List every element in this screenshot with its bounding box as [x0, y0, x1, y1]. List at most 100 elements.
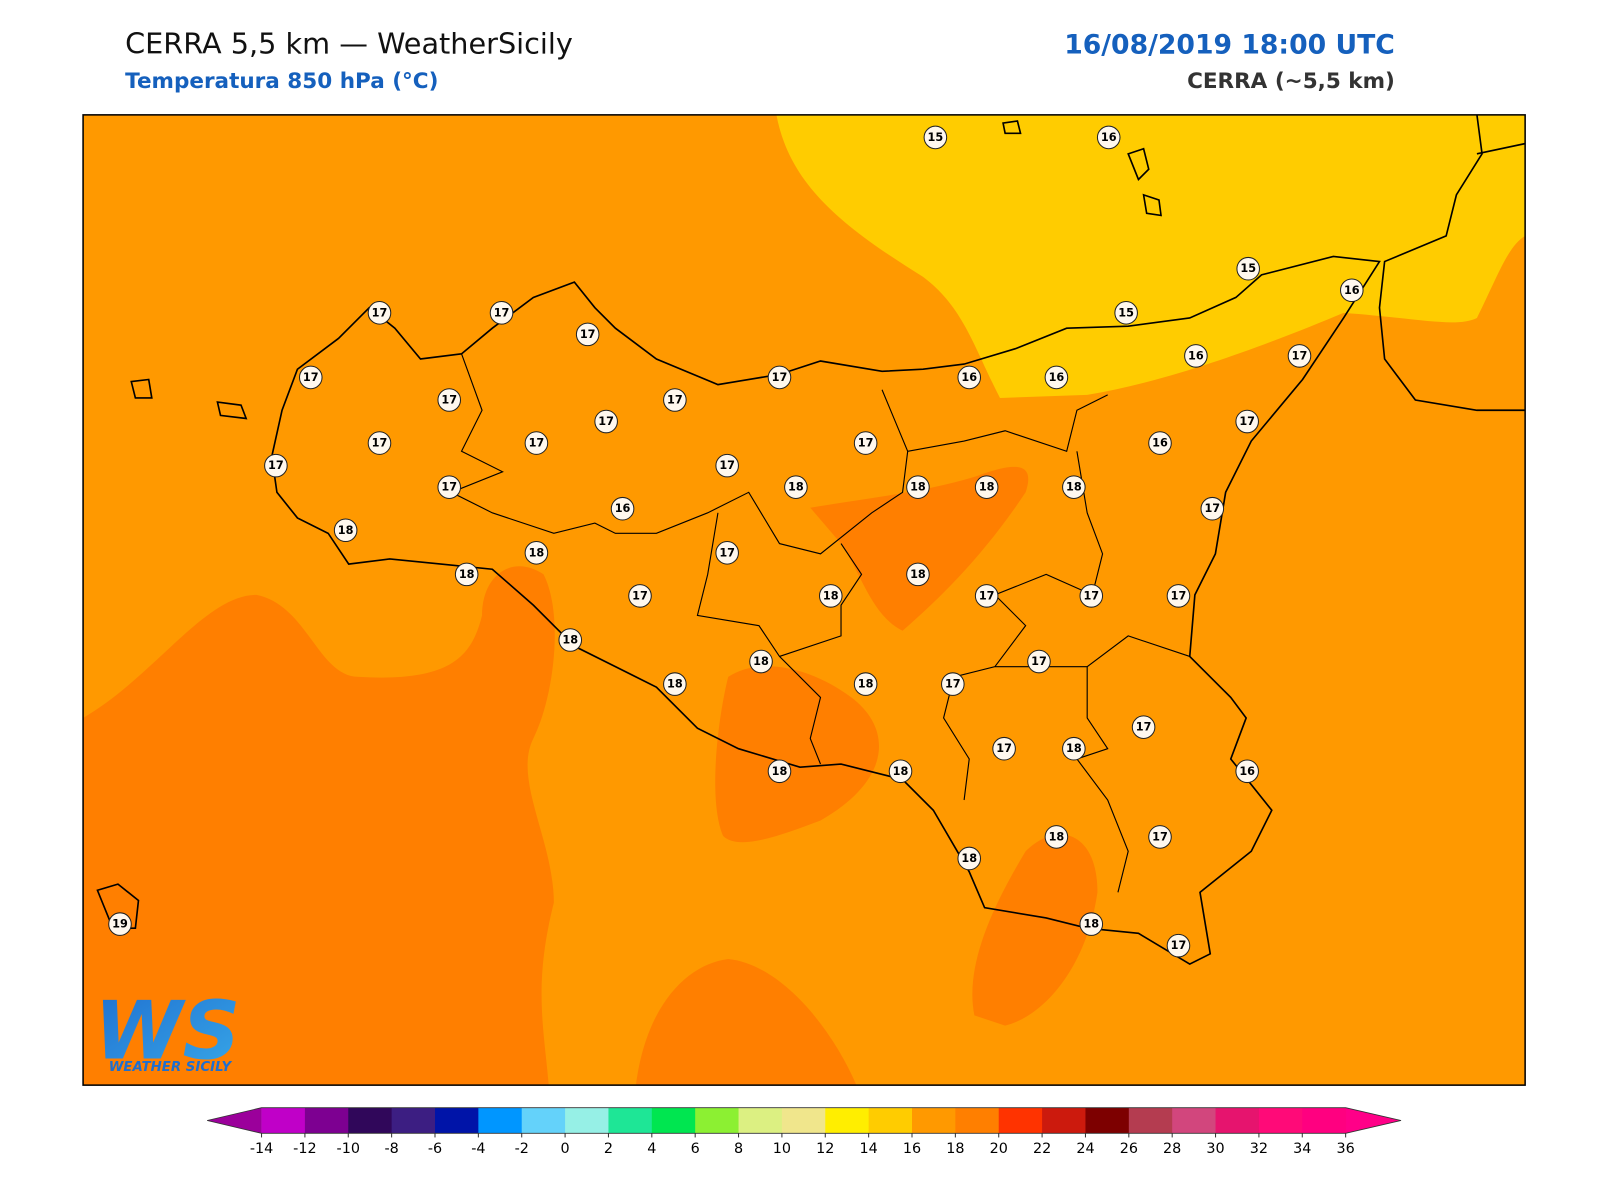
station-marker [715, 453, 739, 478]
station-value: 15 [1240, 262, 1256, 275]
colorbar-tick-label: 12 [816, 1141, 834, 1157]
colorbar-swatch [608, 1107, 653, 1134]
station-marker [367, 431, 392, 455]
station-value: 17 [1083, 589, 1099, 602]
station-value: 17 [719, 546, 735, 559]
field-dark [83, 566, 555, 1086]
model: CERRA (~5,5 km) [1187, 69, 1395, 94]
station-marker [1235, 759, 1259, 784]
station-marker [853, 672, 878, 696]
station-value: 18 [979, 481, 995, 494]
station-value: 16 [1239, 765, 1255, 778]
station-value: 18 [1066, 742, 1082, 755]
field-yellow [776, 114, 1526, 398]
station-marker [454, 562, 479, 587]
colorbar-tick-label: 0 [561, 1141, 570, 1157]
station-value: 18 [529, 546, 545, 559]
colorbar-swatch [391, 1107, 436, 1134]
field-dark [810, 466, 1029, 631]
station-marker [749, 649, 773, 674]
map: 15 16 15 16 15 17 17 17 17 17 16 16 16 17 17 17 17 17 17 17… [83, 114, 1526, 1086]
colorbar-tick-label: 8 [734, 1141, 743, 1157]
station-value: 17 [1171, 589, 1187, 602]
station-value: 17 [303, 371, 319, 384]
station-value: 18 [1049, 830, 1065, 843]
station-marker [298, 365, 323, 390]
station-marker [906, 475, 930, 499]
colorbar-swatch [868, 1107, 913, 1134]
colorbar-over [1345, 1107, 1402, 1134]
station-marker [957, 846, 982, 871]
station-marker [1027, 649, 1051, 674]
colorbar-swatch [781, 1107, 826, 1134]
station-value: 17 [979, 589, 995, 602]
station-value: 17 [632, 589, 648, 602]
islands [96, 120, 1162, 930]
station-marker [575, 322, 600, 347]
colorbar-swatch [1128, 1107, 1173, 1134]
colorbar-tick-label: 36 [1337, 1141, 1355, 1157]
station-marker [524, 431, 549, 455]
station-marker [923, 125, 948, 150]
field-dark [635, 958, 857, 1086]
station-value: 17 [268, 459, 284, 472]
station-value: 16 [615, 502, 631, 515]
station-value: 16 [961, 371, 977, 384]
station-value: 17 [1239, 415, 1255, 428]
station-marker [853, 431, 878, 455]
station-value: 17 [1152, 830, 1168, 843]
station-value: 16 [1101, 131, 1117, 144]
station-marker [1114, 301, 1138, 325]
station-marker [1339, 278, 1364, 303]
colorbar-tick-label: 22 [1033, 1141, 1051, 1157]
station-marker [715, 541, 739, 565]
station-value: 18 [910, 568, 926, 581]
date: 16/08/2019 18:00 UTC [1064, 29, 1395, 60]
sicily-coast [270, 255, 1381, 966]
station-marker [767, 759, 792, 784]
station-value: 15 [928, 131, 944, 144]
station-value: 16 [1049, 371, 1065, 384]
title: CERRA 5,5 km — WeatherSicily [125, 26, 573, 60]
station-value: 17 [1292, 349, 1308, 362]
station-value: 18 [772, 765, 788, 778]
colorbar-tick-label: 10 [773, 1141, 791, 1157]
station-value: 17 [529, 437, 545, 450]
station-marker [558, 628, 583, 652]
station-value: 15 [1118, 306, 1134, 319]
station-marker [1287, 344, 1312, 368]
colorbar-swatch [955, 1107, 1000, 1134]
station-marker [767, 365, 792, 390]
colorbar: -14 -12 -10 -8 -6 -4 -2 0 2 4 6 8 10 12 14 16 18 20 22 24 26… [207, 1107, 1402, 1157]
colorbar-tick-label: 6 [691, 1141, 700, 1157]
colorbar-swatch [565, 1107, 609, 1134]
station-marker [437, 475, 462, 499]
colorbar-tick-label: 14 [860, 1141, 878, 1157]
colorbar-under [207, 1107, 262, 1134]
station-marker [1044, 825, 1069, 849]
station-value: 18 [667, 678, 683, 691]
station-value: 17 [1031, 655, 1047, 668]
colorbar-swatch [521, 1107, 566, 1134]
colorbar-tick-label: 16 [903, 1141, 921, 1157]
calabria-coast [1378, 114, 1526, 412]
colorbar-swatch [695, 1107, 740, 1134]
station-marker [941, 672, 965, 696]
station-value: 18 [1066, 481, 1082, 494]
station-value: 18 [910, 481, 926, 494]
station-value: 17 [945, 678, 961, 691]
station-value: 17 [494, 306, 510, 319]
colorbar-tick-label: 24 [1076, 1141, 1094, 1157]
station-value: 17 [858, 437, 874, 450]
colorbar-tick-label: -12 [293, 1141, 316, 1157]
station-marker [524, 541, 549, 565]
station-value: 17 [1204, 502, 1220, 515]
colorbar-tick-label: -6 [428, 1141, 442, 1157]
station-value: 17 [580, 328, 596, 341]
station-marker [1044, 365, 1069, 390]
colorbar-tick-label: -2 [515, 1141, 529, 1157]
station-marker [663, 388, 687, 412]
station-value: 18 [1083, 918, 1099, 931]
station-marker [974, 584, 999, 608]
